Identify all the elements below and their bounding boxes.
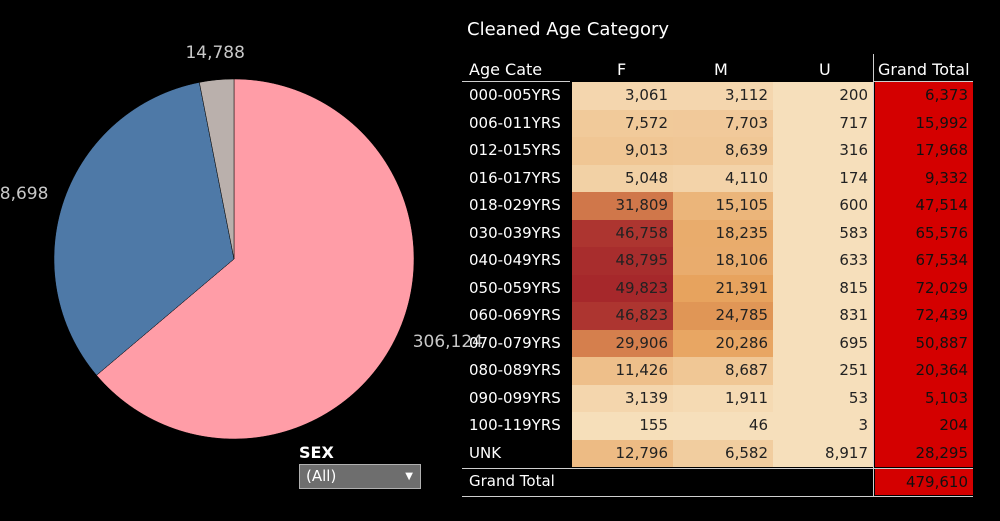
- row-label[interactable]: 030-039YRS: [469, 223, 561, 242]
- sex-filter-title: SEX: [299, 443, 334, 462]
- pie-slice-f[interactable]: [96, 78, 415, 440]
- cell-total[interactable]: 28,295: [875, 439, 973, 467]
- cell-m[interactable]: 8,639: [673, 137, 773, 165]
- pie-chart: [53, 78, 415, 440]
- cell-total[interactable]: 9,332: [875, 164, 973, 192]
- cell-m[interactable]: 24,785: [673, 302, 773, 330]
- cell-f[interactable]: 12,796: [572, 439, 673, 467]
- cell-f[interactable]: 5,048: [572, 164, 673, 192]
- cell-m[interactable]: 18,106: [673, 247, 773, 275]
- cell-f[interactable]: 3,061: [572, 82, 673, 110]
- table-bottom-line: [462, 496, 973, 497]
- column-header-total[interactable]: Grand Total: [878, 60, 970, 79]
- cell-total[interactable]: 17,968: [875, 137, 973, 165]
- grand-total-label: Grand Total: [469, 472, 555, 490]
- total-column-divider: [873, 54, 874, 497]
- row-label[interactable]: 040-049YRS: [469, 251, 561, 269]
- cell-total[interactable]: 72,029: [875, 274, 973, 302]
- pie-slice-u[interactable]: [199, 78, 235, 260]
- header-underline: [462, 81, 570, 82]
- cell-total[interactable]: 5,103: [875, 384, 973, 412]
- header-underline-total: [874, 81, 973, 82]
- column-header-f[interactable]: F: [617, 60, 627, 79]
- row-label[interactable]: 090-099YRS: [469, 388, 561, 407]
- row-label[interactable]: 000-005YRS: [469, 86, 561, 104]
- cell-m[interactable]: 18,235: [673, 219, 773, 247]
- row-label[interactable]: 050-059YRS: [469, 278, 561, 297]
- cell-m[interactable]: 15,105: [673, 192, 773, 220]
- cell-m[interactable]: 8,687: [673, 357, 773, 385]
- cell-u[interactable]: 583: [773, 219, 873, 247]
- cell-m[interactable]: 6,582: [673, 439, 773, 467]
- row-label[interactable]: 016-017YRS: [469, 168, 561, 187]
- cell-total[interactable]: 15,992: [875, 109, 973, 137]
- cell-f[interactable]: 155: [572, 412, 673, 440]
- cell-total[interactable]: 72,439: [875, 302, 973, 330]
- cell-u[interactable]: 316: [773, 137, 873, 165]
- cell-f[interactable]: 48,795: [572, 247, 673, 275]
- column-header-u[interactable]: U: [819, 60, 831, 79]
- cell-f[interactable]: 29,906: [572, 329, 673, 357]
- cell-u[interactable]: 600: [773, 192, 873, 220]
- cell-m[interactable]: 46: [673, 412, 773, 440]
- cell-total[interactable]: 204: [875, 412, 973, 440]
- cell-total[interactable]: 67,534: [875, 247, 973, 275]
- cell-f[interactable]: 46,823: [572, 302, 673, 330]
- table-title: Cleaned Age Category: [467, 19, 670, 40]
- cell-m[interactable]: 21,391: [673, 274, 773, 302]
- row-label[interactable]: 080-089YRS: [469, 361, 561, 379]
- sex-filter-value: (All): [306, 467, 337, 485]
- cell-u[interactable]: 717: [773, 109, 873, 137]
- cell-u[interactable]: 200: [773, 82, 873, 110]
- sex-filter-dropdown[interactable]: (All) ▼: [299, 464, 421, 489]
- pie-label-u: 14,788: [185, 42, 245, 63]
- cell-total[interactable]: 47,514: [875, 192, 973, 220]
- grand-total-top-line: [462, 468, 973, 469]
- row-label[interactable]: 060-069YRS: [469, 306, 561, 324]
- cell-u[interactable]: 8,917: [773, 439, 873, 467]
- cell-m[interactable]: 20,286: [673, 329, 773, 357]
- column-header-m[interactable]: M: [714, 60, 728, 79]
- cell-m[interactable]: 7,703: [673, 109, 773, 137]
- cell-total[interactable]: 50,887: [875, 329, 973, 357]
- row-label[interactable]: 018-029YRS: [469, 196, 561, 214]
- cell-f[interactable]: 31,809: [572, 192, 673, 220]
- cell-f[interactable]: 3,139: [572, 384, 673, 412]
- cell-f[interactable]: 11,426: [572, 357, 673, 385]
- cell-u[interactable]: 3: [773, 412, 873, 440]
- row-label[interactable]: 012-015YRS: [469, 141, 561, 159]
- grand-total-value[interactable]: 479,610: [875, 469, 973, 495]
- pie-label-m: 158,698: [0, 183, 49, 204]
- cell-f[interactable]: 49,823: [572, 274, 673, 302]
- row-label[interactable]: 070-079YRS: [469, 333, 561, 352]
- cell-u[interactable]: 251: [773, 357, 873, 385]
- row-label[interactable]: 006-011YRS: [469, 113, 561, 132]
- column-header-age[interactable]: Age Cate: [469, 60, 543, 79]
- cell-m[interactable]: 3,112: [673, 82, 773, 110]
- cell-u[interactable]: 815: [773, 274, 873, 302]
- cell-total[interactable]: 6,373: [875, 82, 973, 110]
- cell-f[interactable]: 46,758: [572, 219, 673, 247]
- cell-f[interactable]: 7,572: [572, 109, 673, 137]
- chevron-down-icon: ▼: [405, 471, 413, 482]
- cell-u[interactable]: 831: [773, 302, 873, 330]
- cell-u[interactable]: 633: [773, 247, 873, 275]
- cell-f[interactable]: 9,013: [572, 137, 673, 165]
- cell-u[interactable]: 174: [773, 164, 873, 192]
- cell-u[interactable]: 695: [773, 329, 873, 357]
- row-label[interactable]: UNK: [469, 443, 502, 462]
- cell-m[interactable]: 4,110: [673, 164, 773, 192]
- pie-slice-m[interactable]: [53, 82, 235, 376]
- row-label[interactable]: 100-119YRS: [469, 416, 561, 434]
- cell-m[interactable]: 1,911: [673, 384, 773, 412]
- cell-total[interactable]: 65,576: [875, 219, 973, 247]
- pie-label-f: 306,124: [412, 331, 483, 352]
- cell-u[interactable]: 53: [773, 384, 873, 412]
- cell-total[interactable]: 20,364: [875, 357, 973, 385]
